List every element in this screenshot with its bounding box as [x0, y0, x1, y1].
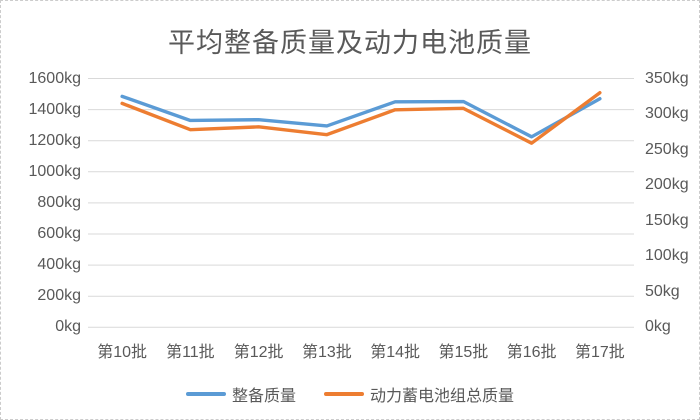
left-axis-tick-label: 1000kg — [28, 162, 82, 180]
x-axis-tick-label: 第13批 — [301, 344, 352, 361]
right-axis-tick-label: 300kg — [645, 105, 689, 123]
legend-label-battery-weight: 动力蓄电池组总质量 — [370, 388, 515, 405]
x-axis-tick-label: 第14批 — [370, 344, 421, 361]
left-axis-tick-label: 400kg — [37, 256, 81, 274]
x-axis-tick-label: 第16批 — [506, 344, 557, 361]
left-axis-tick-label: 1200kg — [28, 131, 82, 149]
x-axis-tick-label: 第17批 — [574, 344, 625, 361]
left-axis-tick-label: 600kg — [37, 225, 81, 242]
legend-label-curb-weight: 整备质量 — [231, 388, 296, 405]
legend-item-battery-weight: 动力蓄电池组总质量 — [324, 382, 514, 406]
x-axis-tick-label: 第10批 — [97, 344, 148, 361]
chart-title: 平均整备质量及动力电池质量 — [168, 28, 532, 58]
legend: 整备质量 动力蓄电池组总质量 — [1, 382, 699, 406]
right-axis-tick-label: 250kg — [645, 140, 689, 158]
left-axis-tick-label: 200kg — [37, 287, 81, 305]
right-axis-tick-label: 350kg — [645, 69, 689, 87]
x-axis-tick-label: 第11批 — [166, 344, 215, 361]
right-axis-tick-label: 100kg — [645, 247, 689, 265]
series-line-0 — [120, 94, 602, 139]
legend-item-curb-weight: 整备质量 — [185, 382, 296, 406]
right-axis-tick-label: 0kg — [645, 318, 671, 336]
legend-swatch-battery-weight — [324, 392, 364, 396]
legend-swatch-curb-weight — [185, 392, 226, 396]
left-axis-tick-label: 1600kg — [28, 69, 82, 87]
right-axis-tick-label: 50kg — [645, 282, 680, 300]
left-axis-tick-label: 800kg — [37, 193, 81, 211]
x-axis-tick-label: 第12批 — [233, 344, 284, 361]
series-line-1 — [120, 91, 602, 145]
right-axis-tick-label: 200kg — [645, 176, 689, 194]
left-axis-tick-label: 0kg — [55, 318, 81, 336]
left-axis-tick-label: 1400kg — [28, 100, 82, 118]
right-axis-tick-label: 150kg — [645, 211, 689, 229]
x-axis-tick-label: 第15批 — [438, 344, 489, 361]
